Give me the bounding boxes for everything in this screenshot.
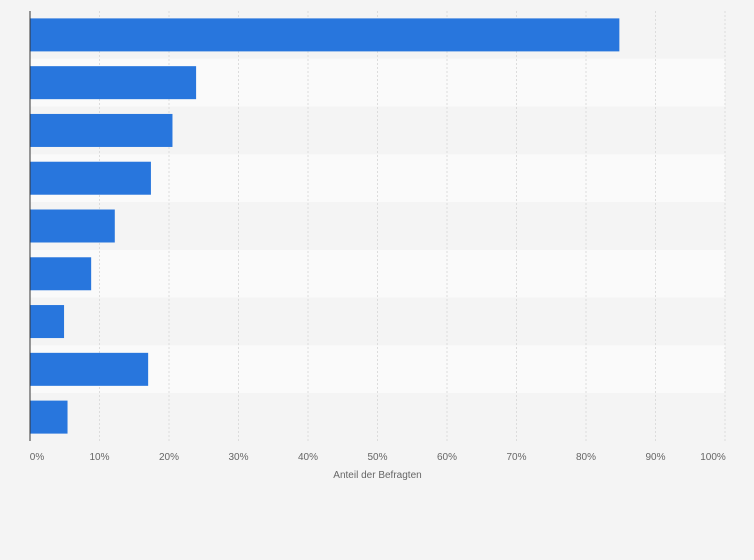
- row-band: [30, 393, 725, 441]
- x-tick-label: 40%: [298, 452, 318, 463]
- row-band: [30, 249, 725, 298]
- x-tick-label: 90%: [645, 452, 665, 463]
- bars: [30, 18, 620, 434]
- x-tick-label: 50%: [367, 452, 387, 463]
- x-tick-label: 100%: [700, 452, 726, 463]
- bar[interactable]: [30, 161, 151, 195]
- x-tick-labels: 0% 10% 20% 30% 40% 50% 60% 70% 80% 90% 100%: [30, 452, 726, 463]
- row-band: [30, 202, 725, 250]
- bar[interactable]: [30, 209, 115, 243]
- x-tick-label: 30%: [228, 452, 248, 463]
- x-tick-label: 70%: [506, 452, 526, 463]
- x-tick-label: 0%: [30, 452, 45, 463]
- bar[interactable]: [30, 18, 620, 52]
- bar[interactable]: [30, 400, 68, 434]
- x-tick-label: 60%: [437, 452, 457, 463]
- x-tick-label: 80%: [576, 452, 596, 463]
- bar[interactable]: [30, 66, 197, 100]
- bar[interactable]: [30, 257, 92, 291]
- bar[interactable]: [30, 113, 173, 147]
- bar[interactable]: [30, 305, 65, 339]
- x-tick-label: 10%: [89, 452, 109, 463]
- row-band: [30, 297, 725, 346]
- bar[interactable]: [30, 352, 149, 386]
- x-axis-title: Anteil der Befragten: [333, 470, 421, 481]
- x-tick-label: 20%: [159, 452, 179, 463]
